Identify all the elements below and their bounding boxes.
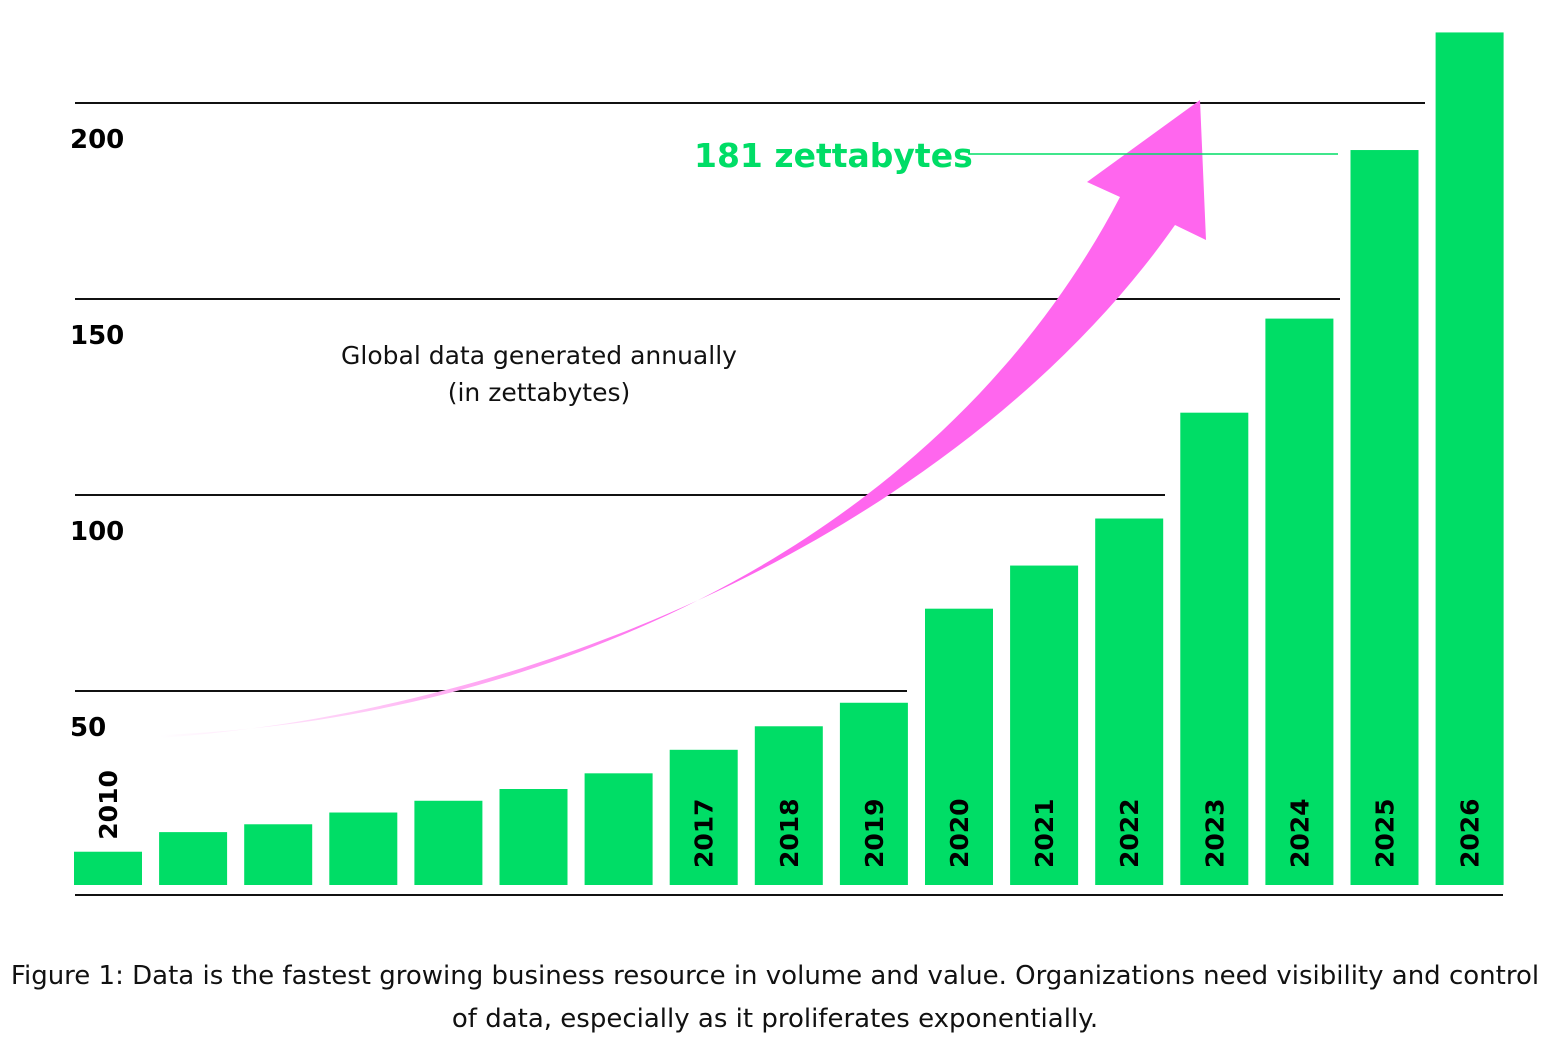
y-tick-label: 200 bbox=[70, 125, 124, 155]
figure-caption: Figure 1: Data is the fastest growing bu… bbox=[10, 961, 1540, 1034]
x-tick-label: 2023 bbox=[1200, 798, 1229, 868]
bar bbox=[414, 800, 483, 885]
chart-subtitle: (in zettabytes) bbox=[448, 378, 631, 407]
x-tick-label: 2026 bbox=[1456, 798, 1485, 868]
x-tick-label: 2025 bbox=[1371, 798, 1400, 868]
bar bbox=[1010, 565, 1079, 885]
x-tick-label: 2010 bbox=[94, 770, 123, 840]
bar bbox=[159, 832, 228, 885]
bar bbox=[669, 749, 738, 885]
bar bbox=[584, 773, 653, 885]
y-tick-label: 150 bbox=[70, 321, 124, 351]
x-tick-label: 2019 bbox=[860, 798, 889, 868]
annotation-label: 181 zettabytes bbox=[694, 136, 973, 175]
bar bbox=[1180, 412, 1249, 885]
bar bbox=[74, 851, 142, 885]
x-tick-label: 2022 bbox=[1115, 798, 1144, 868]
bar bbox=[244, 824, 313, 885]
bar bbox=[1435, 32, 1504, 885]
bar bbox=[839, 702, 908, 885]
x-tick-label: 2018 bbox=[775, 798, 804, 868]
x-tick-label: 2021 bbox=[1030, 798, 1059, 868]
x-tick-label: 2017 bbox=[690, 798, 719, 868]
y-tick-label: 50 bbox=[70, 713, 106, 743]
bar bbox=[754, 726, 823, 885]
x-tick-label: 2020 bbox=[945, 798, 974, 868]
bar bbox=[925, 608, 993, 885]
bar bbox=[329, 812, 398, 885]
y-tick-label: 100 bbox=[70, 517, 124, 547]
x-tick-label: 2024 bbox=[1285, 798, 1314, 868]
bar-chart: 50 100 150 200 2010 2017 2018 2019 2020 2021 2022… bbox=[70, 32, 1504, 896]
bar bbox=[1095, 518, 1164, 885]
bar bbox=[1265, 318, 1334, 886]
bar bbox=[1350, 150, 1419, 886]
chart-title: Global data generated annually bbox=[341, 341, 737, 370]
bar bbox=[499, 789, 568, 885]
